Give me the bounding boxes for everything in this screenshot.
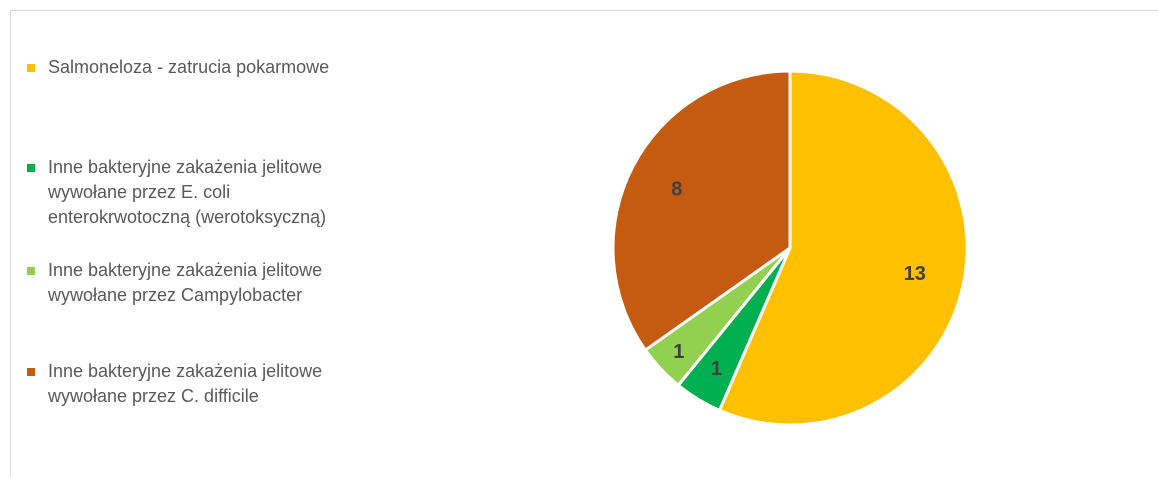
data-label-salmonella: 13: [904, 263, 926, 285]
pie-slices: [613, 71, 967, 425]
data-label-campylobacter: 1: [673, 341, 684, 363]
data-label-cdifficile: 8: [671, 178, 682, 200]
data-label-ecoli: 1: [711, 358, 722, 380]
